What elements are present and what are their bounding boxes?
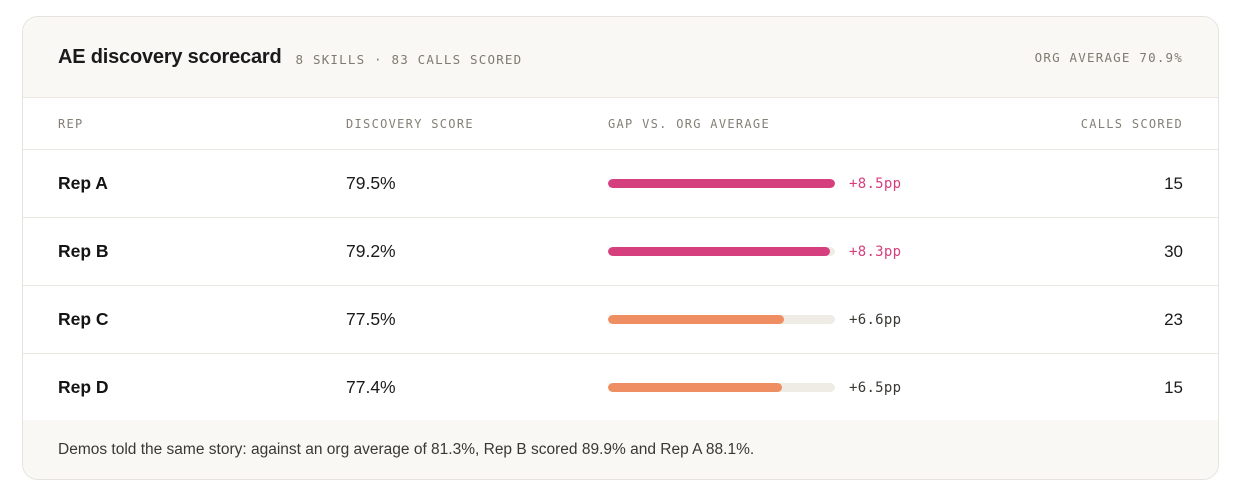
scorecard-subtitle: 8 SKILLS · 83 CALLS SCORED: [295, 52, 523, 67]
org-average-label: ORG AVERAGE 70.9%: [1034, 50, 1183, 65]
discovery-score: 77.4%: [346, 377, 396, 397]
discovery-score: 79.5%: [346, 173, 396, 193]
gap-bar-fill: [608, 383, 782, 392]
calls-scored: 23: [1164, 309, 1183, 329]
gap-cell: +6.6pp: [608, 286, 901, 353]
scorecard-header: AE discovery scorecard 8 SKILLS · 83 CAL…: [23, 17, 1218, 98]
calls-scored: 30: [1164, 241, 1183, 261]
gap-bar-fill: [608, 315, 785, 324]
gap-cell: +8.5pp: [608, 150, 901, 217]
scorecard-card: AE discovery scorecard 8 SKILLS · 83 CAL…: [22, 16, 1219, 480]
gap-value: +8.5pp: [849, 175, 902, 192]
gap-bar-track: [608, 179, 835, 188]
calls-scored: 15: [1164, 377, 1183, 397]
gap-cell: +8.3pp: [608, 218, 901, 285]
table-row: Rep D 77.4% +6.5pp 15: [23, 354, 1218, 422]
discovery-score: 79.2%: [346, 241, 396, 261]
gap-cell: +6.5pp: [608, 354, 901, 421]
column-header-score: DISCOVERY SCORE: [346, 117, 474, 131]
rep-name: Rep C: [58, 309, 109, 329]
footer-note-text: Demos told the same story: against an or…: [58, 440, 755, 458]
table-header: REP DISCOVERY SCORE GAP VS. ORG AVERAGE …: [23, 98, 1218, 150]
gap-bar-track: [608, 315, 835, 324]
column-header-calls: CALLS SCORED: [1080, 117, 1183, 131]
table-row: Rep C 77.5% +6.6pp 23: [23, 286, 1218, 354]
gap-value: +6.6pp: [849, 311, 902, 328]
column-header-gap: GAP VS. ORG AVERAGE: [608, 117, 770, 131]
table-row: Rep B 79.2% +8.3pp 30: [23, 218, 1218, 286]
rep-name: Rep D: [58, 377, 109, 397]
table-body: Rep A 79.5% +8.5pp 15 Rep B 79.2% +8.3pp 30 Rep …: [23, 150, 1218, 422]
rep-name: Rep B: [58, 241, 109, 261]
gap-bar-fill: [608, 179, 835, 188]
calls-scored: 15: [1164, 173, 1183, 193]
gap-value: +8.3pp: [849, 243, 902, 260]
discovery-score: 77.5%: [346, 309, 396, 329]
gap-bar-track: [608, 247, 835, 256]
footer-note: Demos told the same story: against an or…: [23, 420, 1218, 479]
page-title: AE discovery scorecard: [58, 45, 282, 68]
rep-name: Rep A: [58, 173, 108, 193]
table-row: Rep A 79.5% +8.5pp 15: [23, 150, 1218, 218]
column-header-rep: REP: [58, 117, 84, 131]
gap-bar-track: [608, 383, 835, 392]
gap-value: +6.5pp: [849, 379, 902, 396]
gap-bar-fill: [608, 247, 830, 256]
